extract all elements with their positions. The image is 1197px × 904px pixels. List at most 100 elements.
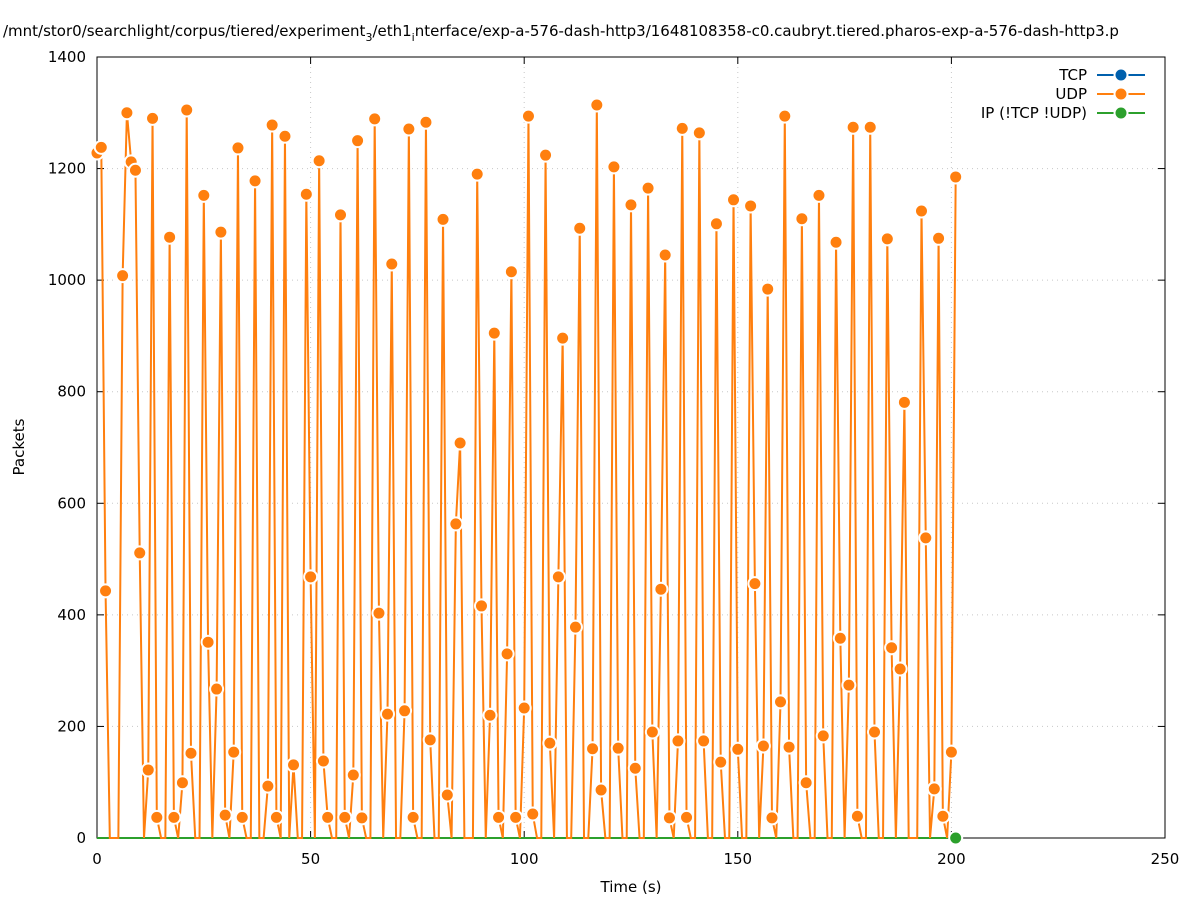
udp-data-point	[226, 744, 242, 760]
y-tick-label: 800	[57, 383, 86, 401]
udp-data-point	[849, 808, 865, 824]
y-tick-label: 1000	[48, 271, 86, 289]
udp-data-point	[542, 735, 558, 751]
udp-data-point	[726, 192, 742, 208]
udp-data-point	[499, 646, 515, 662]
udp-data-point	[589, 97, 605, 113]
udp-data-point	[149, 809, 165, 825]
udp-data-point	[473, 598, 489, 614]
udp-data-point	[119, 105, 135, 121]
udp-data-point	[397, 703, 413, 719]
udp-data-point	[913, 203, 929, 219]
ip-data-point	[948, 830, 964, 846]
udp-data-point	[196, 187, 212, 203]
udp-data-point	[209, 681, 225, 697]
udp-data-point	[713, 754, 729, 770]
udp-data-point	[337, 809, 353, 825]
legend-marker	[1113, 105, 1129, 121]
udp-data-point	[401, 121, 417, 137]
udp-data-point	[879, 231, 895, 247]
udp-data-point	[247, 173, 263, 189]
udp-data-point	[896, 394, 912, 410]
udp-data-point	[260, 778, 276, 794]
udp-data-point	[764, 810, 780, 826]
udp-data-point	[183, 745, 199, 761]
udp-data-point	[828, 234, 844, 250]
udp-data-point	[794, 211, 810, 227]
udp-data-point	[538, 147, 554, 163]
title-text: /mnt/stor0/searchlight/corpus/tiered/exp…	[3, 22, 366, 40]
chart-title: /mnt/stor0/searchlight/corpus/tiered/exp…	[3, 22, 1119, 44]
udp-data-point	[115, 268, 131, 284]
udp-data-point	[572, 220, 588, 236]
udp-data-point	[179, 102, 195, 118]
udp-data-point	[918, 530, 934, 546]
udp-data-point	[884, 640, 900, 656]
y-tick-label: 200	[57, 717, 86, 735]
udp-data-point	[140, 762, 156, 778]
udp-data-point	[311, 153, 327, 169]
udp-data-point	[315, 753, 331, 769]
legend-label: UDP	[1055, 85, 1087, 103]
udp-data-point	[371, 605, 387, 621]
udp-data-point	[811, 187, 827, 203]
udp-data-point	[627, 760, 643, 776]
udp-data-point	[567, 619, 583, 635]
udp-data-point	[491, 809, 507, 825]
udp-data-point	[935, 808, 951, 824]
title-subscript: i	[412, 31, 415, 44]
y-axis-label: Packets	[10, 418, 28, 475]
udp-data-point	[550, 569, 566, 585]
udp-data-point	[926, 781, 942, 797]
udp-data-point	[777, 108, 793, 124]
udp-data-point	[98, 583, 114, 599]
x-tick-label: 50	[301, 850, 320, 868]
udp-data-point	[696, 733, 712, 749]
udp-data-point	[931, 230, 947, 246]
udp-data-point	[350, 133, 366, 149]
udp-data-point	[755, 738, 771, 754]
udp-data-point	[679, 809, 695, 825]
udp-data-point	[747, 576, 763, 592]
udp-data-point	[832, 630, 848, 646]
udp-data-point	[439, 787, 455, 803]
udp-data-point	[217, 807, 233, 823]
udp-data-point	[708, 216, 724, 232]
udp-data-point	[585, 741, 601, 757]
udp-data-point	[345, 767, 361, 783]
title-subscript: 3	[365, 31, 372, 44]
plot-series	[89, 97, 964, 846]
udp-data-point	[661, 810, 677, 826]
udp-data-point	[320, 809, 336, 825]
legend-label: TCP	[1058, 66, 1087, 84]
udp-data-point	[730, 741, 746, 757]
udp-data-point	[520, 108, 536, 124]
udp-data-point	[418, 114, 434, 130]
udp-data-point	[640, 180, 656, 196]
udp-data-point	[145, 110, 161, 126]
udp-data-point	[482, 707, 498, 723]
udp-data-point	[653, 581, 669, 597]
udp-data-point	[384, 256, 400, 272]
udp-data-point	[452, 435, 468, 451]
udp-data-point	[127, 162, 143, 178]
udp-data-point	[132, 545, 148, 561]
udp-data-point	[867, 724, 883, 740]
udp-data-point	[670, 733, 686, 749]
udp-data-point	[503, 264, 519, 280]
udp-series-line	[96, 104, 957, 839]
udp-data-point	[174, 775, 190, 791]
udp-data-point	[845, 119, 861, 135]
udp-data-point	[486, 325, 502, 341]
udp-data-point	[948, 169, 964, 185]
udp-data-point	[644, 724, 660, 740]
x-tick-label: 250	[1151, 850, 1180, 868]
title-text: nterface/exp-a-576-dash-http3/1648108358…	[415, 22, 1119, 40]
udp-data-point	[610, 740, 626, 756]
udp-data-point	[379, 706, 395, 722]
udp-data-point	[555, 330, 571, 346]
legend-marker	[1113, 86, 1129, 102]
udp-data-point	[367, 111, 383, 127]
udp-data-point	[213, 224, 229, 240]
